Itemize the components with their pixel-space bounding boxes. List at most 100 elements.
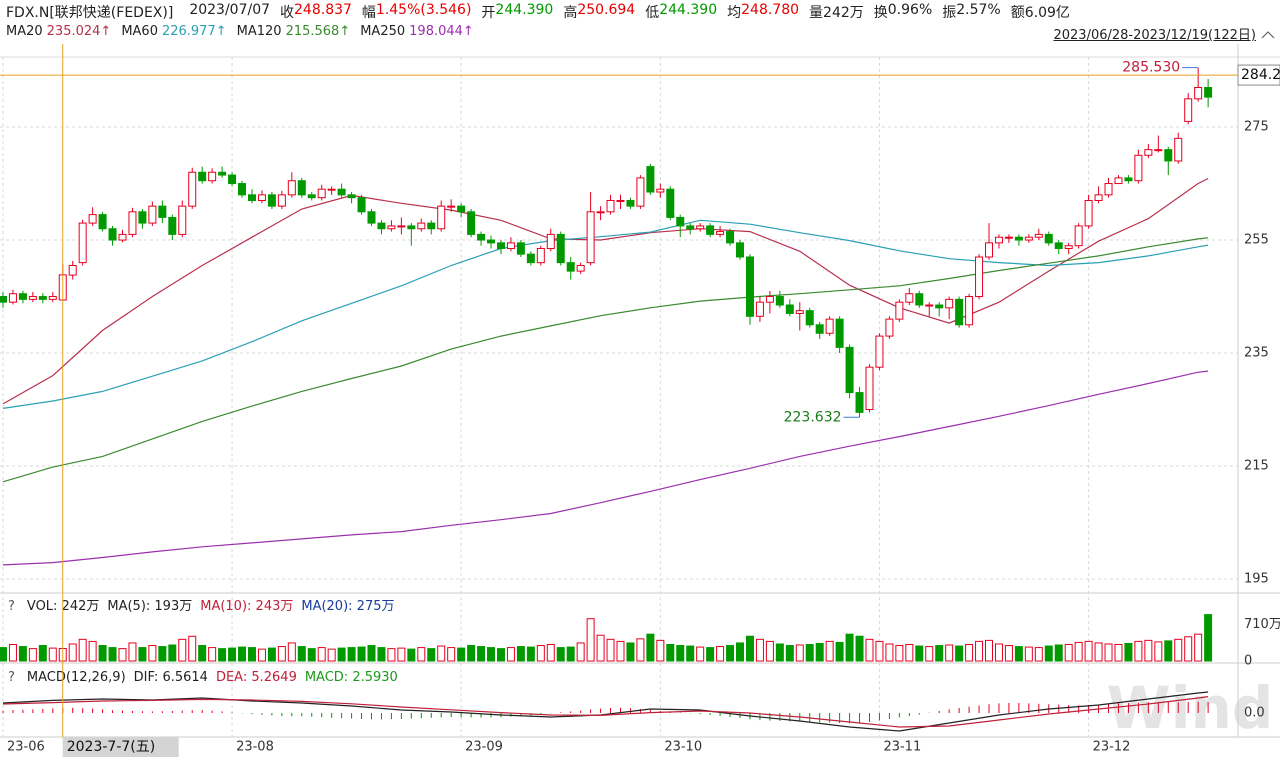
volume-bar: [1194, 633, 1203, 662]
candle-body: [228, 174, 237, 185]
volume-bar: [616, 640, 625, 662]
volume-bar: [626, 642, 635, 662]
volume-bar: [1134, 640, 1143, 662]
legend-item: MA(10): 243万: [200, 599, 293, 614]
legend-item: MACD(12,26,9): [27, 670, 126, 685]
volume-bar: [487, 647, 496, 662]
volume-bar: [28, 648, 37, 662]
volume-bar: [805, 643, 814, 662]
volume-bar: [905, 643, 914, 662]
volume-bar: [526, 646, 535, 662]
candle-body: [965, 296, 974, 326]
field-label: 幅: [361, 5, 376, 21]
volume-bar: [925, 646, 934, 662]
candle-body: [616, 199, 625, 202]
volume-bar: [1064, 643, 1073, 662]
candle-body: [198, 171, 207, 182]
candle-body: [765, 296, 774, 303]
crosshair-date-box: [62, 737, 179, 757]
candle-body: [1014, 236, 1023, 241]
help-icon: ?: [8, 670, 15, 685]
volume-bar: [68, 643, 77, 662]
candle-body: [297, 180, 306, 196]
y-tick-label: 275: [1244, 120, 1269, 135]
volume-bar: [148, 645, 157, 662]
volume-bar: [267, 647, 276, 662]
volume-bar: [168, 644, 177, 662]
volume-bar: [1154, 641, 1163, 662]
quote-header: FDX.N[联邦快递(FEDEX)] 2023/07/07 收 248.837 幅 1.4…: [6, 2, 1070, 22]
candle-body: [38, 296, 47, 300]
volume-bar: [755, 638, 764, 662]
ma-name: MA20: [6, 24, 43, 39]
candle-body: [1204, 87, 1213, 98]
volume-bar: [1024, 646, 1033, 662]
volume-bar: [1174, 638, 1183, 662]
volume-bar: [228, 647, 237, 662]
candle-body: [626, 199, 635, 207]
field-value: 6.09亿: [1024, 5, 1070, 21]
volume-bar: [556, 647, 565, 662]
volume-bar: [138, 647, 147, 662]
candle-body: [516, 242, 525, 255]
volume-bar: [118, 648, 127, 662]
volume-bar: [48, 647, 57, 662]
candle-body: [566, 262, 575, 272]
field-value: 0.96%: [887, 2, 933, 18]
field-value: 248.837: [294, 2, 352, 18]
volume-bar: [636, 638, 645, 662]
volume-bar: [586, 618, 595, 662]
annotation-label: 285.530: [1122, 60, 1180, 76]
field-label: 振: [942, 5, 957, 21]
candle-body: [307, 194, 316, 199]
field-label: 均: [727, 5, 742, 21]
field-value: 244.390: [659, 2, 718, 18]
candle-body: [118, 233, 127, 241]
volume-bar: [38, 645, 47, 662]
candle-body: [487, 239, 496, 244]
candle-body: [606, 199, 615, 213]
candle-body: [546, 233, 555, 250]
candle-body: [795, 310, 804, 314]
volume-bar: [516, 646, 525, 662]
candle-body: [18, 293, 27, 300]
ma-legend: MA20 235.024↑ MA60 226.977↑ MA120 215.568↑ MA2…: [6, 24, 474, 39]
volume-bar: [238, 646, 247, 662]
volume-bar: [247, 647, 256, 662]
volume-bar: [775, 643, 784, 662]
volume-bar: [506, 647, 515, 662]
y-tick-label: 710万: [1244, 617, 1280, 632]
panel-legend: ? VOL: 242万 MA(5): 193万 MA(10): 243万 MA(20):…: [8, 599, 394, 614]
candle-body: [945, 298, 954, 309]
volume-bar: [8, 643, 17, 662]
volume-bar: [1004, 645, 1013, 662]
candle-body: [935, 304, 944, 309]
candle-body: [845, 346, 854, 394]
candle-body: [1194, 87, 1203, 100]
quote-date: 2023/07/07: [189, 2, 271, 18]
volume-bar: [726, 645, 735, 662]
candle-body: [0, 296, 7, 303]
volume-bar: [417, 647, 426, 662]
x-tick-label: 23-09: [465, 740, 503, 755]
volume-bar: [1144, 639, 1153, 662]
volume-bar: [347, 647, 356, 662]
volume-bar: [945, 644, 954, 662]
ma-value: 235.024↑: [46, 24, 112, 39]
candle-body: [377, 222, 386, 230]
candle-body: [1054, 242, 1063, 250]
candle-body: [686, 225, 695, 230]
legend-item: DEA: 5.2649: [216, 670, 297, 685]
candle-body: [1104, 183, 1113, 196]
volume-bar: [1074, 641, 1083, 662]
volume-bar: [1124, 642, 1133, 662]
volume-bar: [297, 646, 306, 662]
volume-bar: [457, 647, 466, 662]
ma-value: 198.044↑: [409, 24, 474, 39]
field-value: 242万: [823, 5, 864, 21]
candle-body: [138, 211, 147, 224]
volume-bar: [706, 647, 715, 662]
date-range[interactable]: 2023/06/28-2023/12/19(122日): [1053, 28, 1256, 43]
collapse-icon[interactable]: [1261, 31, 1275, 39]
volume-bar: [696, 646, 705, 662]
